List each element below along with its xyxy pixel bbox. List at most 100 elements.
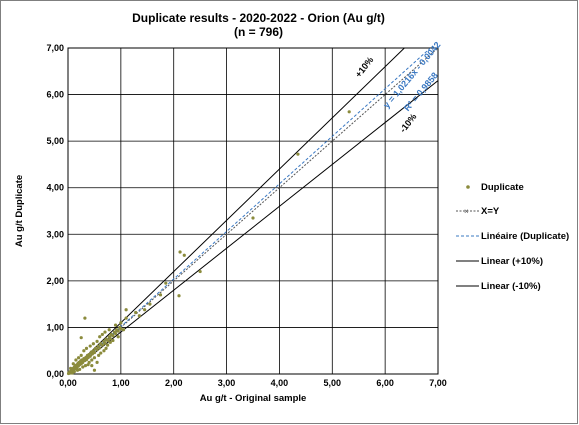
data-point (106, 343, 110, 347)
data-point (79, 336, 83, 340)
data-point (97, 353, 101, 357)
x-tick-label: 1,00 (112, 378, 130, 388)
x-tick-label: 3,00 (218, 378, 236, 388)
x-axis-label: Au g/t - Original sample (200, 393, 307, 404)
y-tick-label: 2,00 (46, 276, 64, 286)
chart-title: Duplicate results - 2020-2022 - Orion (A… (132, 11, 385, 25)
data-point (100, 332, 104, 337)
data-point (95, 339, 99, 343)
data-point (177, 294, 181, 298)
data-point (107, 328, 111, 332)
reference-lines (68, 48, 438, 374)
legend-label-lineaire: Linéaire (Duplicate) (481, 231, 569, 242)
series-line-4 (68, 80, 438, 374)
data-point (108, 337, 112, 341)
data-point (113, 331, 118, 336)
x-tick-label: 5,00 (324, 378, 342, 388)
trendline (68, 48, 432, 374)
data-point (119, 321, 123, 325)
data-point (72, 370, 76, 374)
y-tick-labels: 0,00 1,00 2,00 3,00 4,00 5,00 6,00 7,00 (46, 43, 64, 379)
data-point (81, 365, 85, 369)
data-point (143, 308, 147, 312)
y-tick-label: 3,00 (46, 229, 64, 239)
legend: Duplicate × X=Y Linéaire (Duplicate) Lin… (456, 182, 569, 292)
data-point (92, 356, 97, 360)
data-point (121, 328, 126, 332)
data-point (104, 346, 108, 350)
chart-subtitle: (n = 796) (233, 25, 284, 39)
data-point (87, 360, 91, 364)
data-point (108, 340, 112, 344)
legend-item-minus10: Linear (-10%) (456, 281, 541, 292)
data-point (83, 316, 87, 320)
data-point (111, 338, 115, 343)
data-point (98, 346, 102, 350)
legend-label-duplicate: Duplicate (481, 182, 524, 193)
data-point (74, 358, 78, 362)
data-point (119, 327, 123, 331)
data-point (116, 335, 120, 339)
data-point (71, 362, 75, 366)
x-tick-labels: 0,00 1,00 2,00 3,00 4,00 5,00 6,00 7,00 (59, 378, 447, 388)
data-point (103, 330, 107, 334)
series-line-3 (68, 48, 405, 374)
data-point (95, 360, 99, 364)
y-tick-label: 0,00 (46, 369, 64, 379)
data-point (134, 310, 138, 315)
data-point (124, 316, 128, 320)
legend-label-plus10: Linear (+10%) (481, 256, 543, 267)
legend-item-xy: × X=Y (456, 206, 500, 217)
data-point (98, 335, 102, 339)
legend-label-xy: X=Y (481, 206, 500, 217)
data-point (78, 367, 82, 371)
data-point (90, 358, 94, 362)
x-tick-label: 0,00 (59, 378, 77, 388)
data-point (76, 356, 81, 360)
data-point (92, 350, 97, 355)
legend-item-lineaire: Linéaire (Duplicate) (456, 231, 569, 242)
y-axis-label: Au g/t Duplicate (14, 175, 25, 247)
legend-item-plus10: Linear (+10%) (456, 256, 543, 267)
x-tick-label: 6,00 (376, 378, 394, 388)
x-tick-label: 7,00 (429, 378, 447, 388)
data-point (100, 343, 104, 347)
data-point (88, 354, 92, 358)
data-point (124, 308, 128, 312)
data-point (148, 302, 152, 306)
data-point (99, 351, 103, 355)
y-tick-label: 1,00 (46, 322, 64, 332)
data-point (106, 338, 110, 343)
y-tick-label: 7,00 (46, 43, 64, 53)
data-point (198, 269, 202, 274)
data-point (164, 281, 168, 285)
data-point (91, 342, 95, 346)
y-tick-label: 6,00 (46, 90, 64, 100)
data-point (178, 250, 182, 254)
data-point (137, 314, 141, 318)
data-point (69, 366, 73, 371)
legend-label-minus10: Linear (-10%) (481, 281, 541, 292)
y-tick-label: 4,00 (46, 183, 64, 193)
data-point (90, 364, 94, 368)
legend-swatch-duplicate (466, 185, 470, 189)
data-point (82, 358, 86, 362)
y-tick-label: 5,00 (46, 136, 64, 146)
x-tick-label: 2,00 (165, 378, 183, 388)
data-point (79, 353, 83, 357)
scatter-points (66, 110, 351, 376)
x-tick-label: 4,00 (271, 378, 289, 388)
data-point (88, 344, 92, 348)
data-point (83, 364, 88, 368)
data-point (111, 334, 115, 338)
data-point (103, 341, 107, 345)
data-point (102, 349, 106, 353)
data-point (92, 368, 97, 372)
data-point (116, 329, 120, 333)
data-point (84, 346, 89, 350)
data-point (347, 110, 351, 114)
data-point (82, 349, 86, 353)
data-point (113, 323, 118, 327)
data-point (158, 293, 163, 297)
